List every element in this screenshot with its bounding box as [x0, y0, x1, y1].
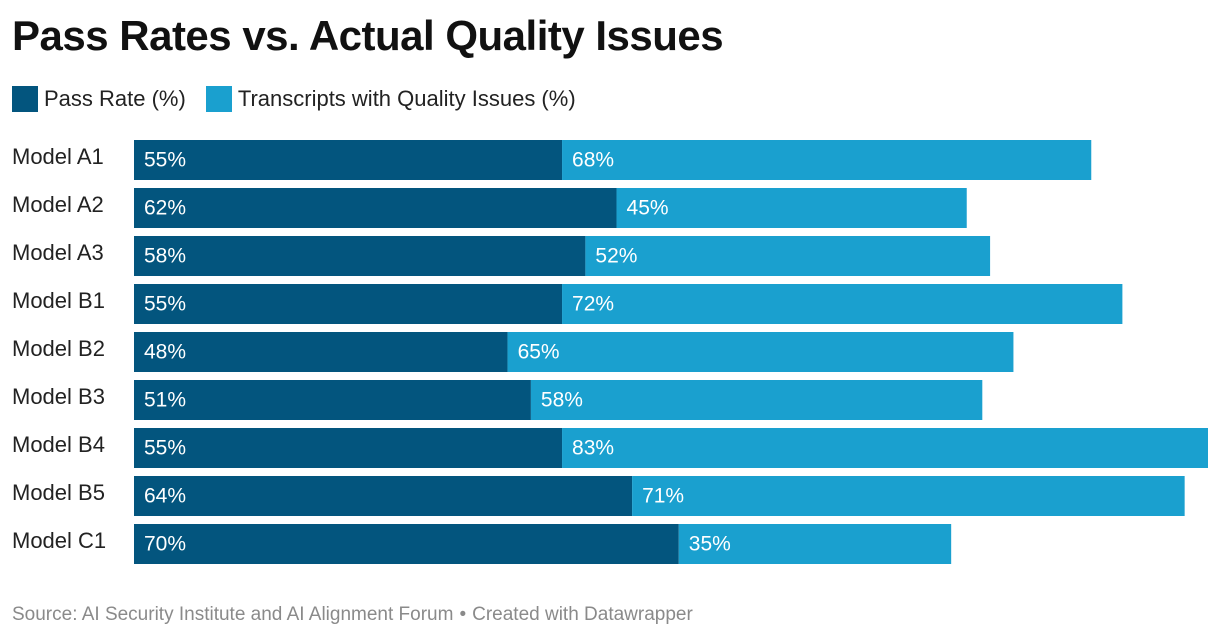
bar-pass-rate-model-b5 [134, 476, 633, 516]
category-label-model-b2: Model B2 [12, 336, 105, 361]
category-label-model-a3: Model A3 [12, 240, 104, 265]
category-label-model-b3: Model B3 [12, 384, 105, 409]
value-label-pass-rate-model-b5: 64% [144, 485, 186, 508]
legend-label-pass-rate: Pass Rate (%) [44, 86, 186, 111]
category-label-model-b1: Model B1 [12, 288, 105, 313]
value-label-quality-issues-model-b4: 83% [572, 437, 614, 460]
footer-separator: • [459, 604, 467, 625]
legend-swatch-pass-rate [12, 86, 38, 112]
bar-pass-rate-model-b2 [134, 332, 508, 372]
value-label-quality-issues-model-a1: 68% [572, 149, 614, 172]
value-label-pass-rate-model-b3: 51% [144, 389, 186, 412]
category-label-model-c1: Model C1 [12, 528, 106, 553]
bar-quality-issues-model-a3 [585, 236, 991, 276]
value-label-pass-rate-model-c1: 70% [144, 533, 186, 556]
legend-label-quality-issues: Transcripts with Quality Issues (%) [237, 86, 576, 111]
value-label-quality-issues-model-b5: 71% [642, 485, 684, 508]
value-label-quality-issues-model-c1: 35% [689, 533, 731, 556]
value-label-pass-rate-model-a3: 58% [144, 245, 186, 268]
bar-quality-issues-model-b4 [562, 428, 1208, 468]
legend-swatch-quality-issues [205, 86, 232, 112]
value-label-quality-issues-model-b3: 58% [541, 389, 583, 412]
value-label-pass-rate-model-b4: 55% [144, 437, 186, 460]
bar-pass-rate-model-a1 [134, 140, 563, 180]
credit-note: Created with Datawrapper [472, 604, 693, 625]
bar-pass-rate-model-b1 [134, 284, 563, 324]
value-label-quality-issues-model-b1: 72% [572, 293, 614, 316]
bar-quality-issues-model-b3 [530, 380, 983, 420]
chart-footer: Source: AI Security Institute and AI Ali… [12, 604, 693, 626]
bar-pass-rate-model-c1 [134, 524, 679, 564]
bar-quality-issues-model-b1 [562, 284, 1123, 324]
bar-quality-issues-model-b2 [507, 332, 1014, 372]
value-label-quality-issues-model-a2: 45% [627, 197, 669, 220]
value-label-pass-rate-model-b2: 48% [144, 341, 186, 364]
category-label-model-b5: Model B5 [12, 480, 105, 505]
value-label-pass-rate-model-b1: 55% [144, 293, 186, 316]
source-note: Source: AI Security Institute and AI Ali… [12, 604, 454, 625]
bar-pass-rate-model-a3 [134, 236, 586, 276]
category-label-model-a2: Model A2 [12, 192, 104, 217]
bar-pass-rate-model-b3 [134, 380, 531, 420]
bar-quality-issues-model-a2 [616, 188, 967, 228]
value-label-pass-rate-model-a1: 55% [144, 149, 186, 172]
bar-pass-rate-model-b4 [134, 428, 563, 468]
value-label-pass-rate-model-a2: 62% [144, 197, 186, 220]
bar-quality-issues-model-a1 [562, 140, 1092, 180]
value-label-quality-issues-model-b2: 65% [518, 341, 560, 364]
bar-quality-issues-model-b5 [632, 476, 1185, 516]
category-label-model-b4: Model B4 [12, 432, 105, 457]
legend-item-pass-rate: Pass Rate (%) [12, 86, 186, 112]
category-label-model-a1: Model A1 [12, 144, 104, 169]
stacked-bar-chart: Model A1 55% 68% Model A2 62% 45% Model A3 58% 5… [12, 140, 1208, 564]
chart-legend: Pass Rate (%) Transcripts with Quality I… [12, 84, 596, 114]
bar-quality-issues-model-c1 [678, 524, 952, 564]
chart-title: Pass Rates vs. Actual Quality Issues [12, 12, 724, 59]
legend-item-quality-issues: Transcripts with Quality Issues (%) [205, 86, 576, 112]
value-label-quality-issues-model-a3: 52% [595, 245, 637, 268]
bar-pass-rate-model-a2 [134, 188, 617, 228]
